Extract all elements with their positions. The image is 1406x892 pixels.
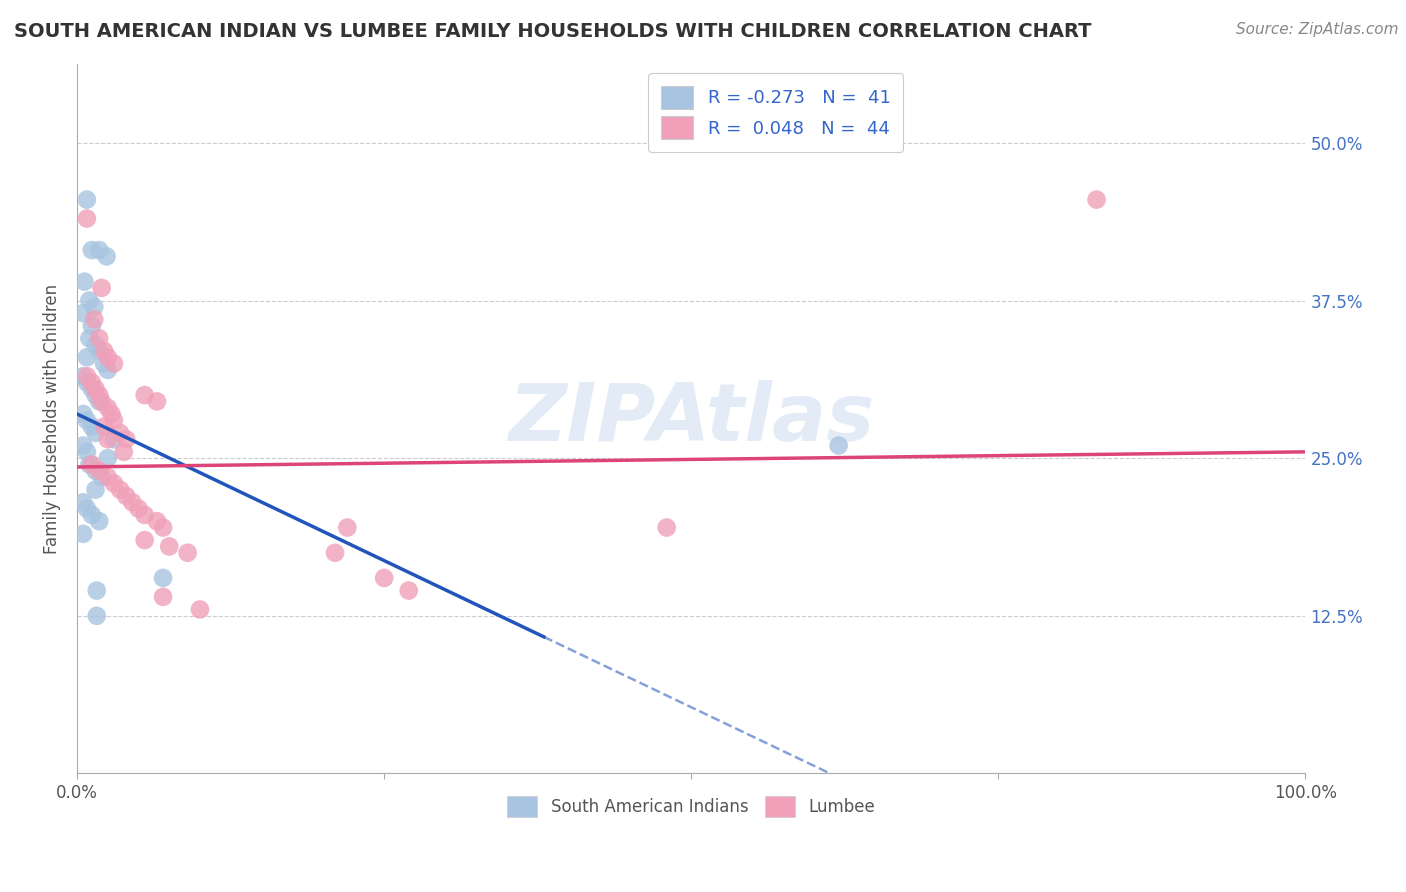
Point [146, 394, 169, 409]
Point [72, 438, 94, 452]
Point [72, 495, 94, 509]
Point [84, 464, 107, 478]
Point [97, 351, 120, 365]
Point [80, 382, 103, 396]
Point [152, 571, 174, 585]
Point [97, 432, 120, 446]
Point [72, 369, 94, 384]
Point [79, 458, 101, 472]
Point [121, 495, 143, 509]
Point [79, 331, 101, 345]
Point [72, 526, 94, 541]
Point [97, 401, 120, 415]
Point [89, 464, 111, 478]
Point [89, 343, 111, 358]
Point [89, 394, 111, 409]
Point [72, 306, 94, 320]
Point [86, 608, 108, 623]
Point [80, 419, 103, 434]
Point [76, 369, 98, 384]
Point [76, 445, 98, 459]
Point [97, 470, 120, 484]
Point [93, 357, 115, 371]
Point [90, 394, 112, 409]
Point [83, 312, 105, 326]
Point [134, 508, 156, 522]
Point [103, 357, 125, 371]
Point [80, 243, 103, 257]
Point [80, 376, 103, 390]
Point [89, 514, 111, 528]
Point [76, 376, 98, 390]
Point [176, 546, 198, 560]
Point [80, 458, 103, 472]
Point [112, 445, 135, 459]
Point [84, 337, 107, 351]
Point [157, 540, 180, 554]
Point [115, 432, 138, 446]
Point [152, 520, 174, 534]
Point [84, 483, 107, 497]
Point [146, 514, 169, 528]
Point [84, 382, 107, 396]
Point [97, 363, 120, 377]
Point [188, 602, 211, 616]
Point [108, 483, 131, 497]
Point [103, 413, 125, 427]
Point [655, 520, 678, 534]
Point [93, 419, 115, 434]
Point [152, 590, 174, 604]
Point [76, 501, 98, 516]
Point [373, 571, 395, 585]
Point [84, 388, 107, 402]
Point [89, 388, 111, 402]
Y-axis label: Family Households with Children: Family Households with Children [44, 284, 60, 554]
Point [90, 470, 112, 484]
Point [108, 425, 131, 440]
Point [73, 275, 96, 289]
Point [97, 451, 120, 466]
Point [93, 343, 115, 358]
Legend: South American Indians, Lumbee: South American Indians, Lumbee [499, 788, 883, 825]
Point [398, 583, 420, 598]
Point [80, 508, 103, 522]
Point [89, 243, 111, 257]
Point [1085, 193, 1108, 207]
Point [103, 476, 125, 491]
Point [89, 331, 111, 345]
Point [76, 211, 98, 226]
Point [79, 293, 101, 308]
Point [115, 489, 138, 503]
Point [128, 501, 150, 516]
Point [84, 425, 107, 440]
Point [90, 281, 112, 295]
Point [100, 407, 122, 421]
Point [83, 300, 105, 314]
Point [134, 533, 156, 548]
Point [76, 193, 98, 207]
Point [72, 407, 94, 421]
Point [134, 388, 156, 402]
Point [76, 351, 98, 365]
Point [827, 438, 849, 452]
Point [103, 432, 125, 446]
Point [76, 413, 98, 427]
Point [86, 583, 108, 598]
Text: Source: ZipAtlas.com: Source: ZipAtlas.com [1236, 22, 1399, 37]
Text: SOUTH AMERICAN INDIAN VS LUMBEE FAMILY HOUSEHOLDS WITH CHILDREN CORRELATION CHAR: SOUTH AMERICAN INDIAN VS LUMBEE FAMILY H… [14, 22, 1091, 41]
Point [96, 249, 118, 263]
Text: ZIPAtlas: ZIPAtlas [508, 380, 875, 458]
Point [336, 520, 359, 534]
Point [323, 546, 346, 560]
Point [80, 318, 103, 333]
